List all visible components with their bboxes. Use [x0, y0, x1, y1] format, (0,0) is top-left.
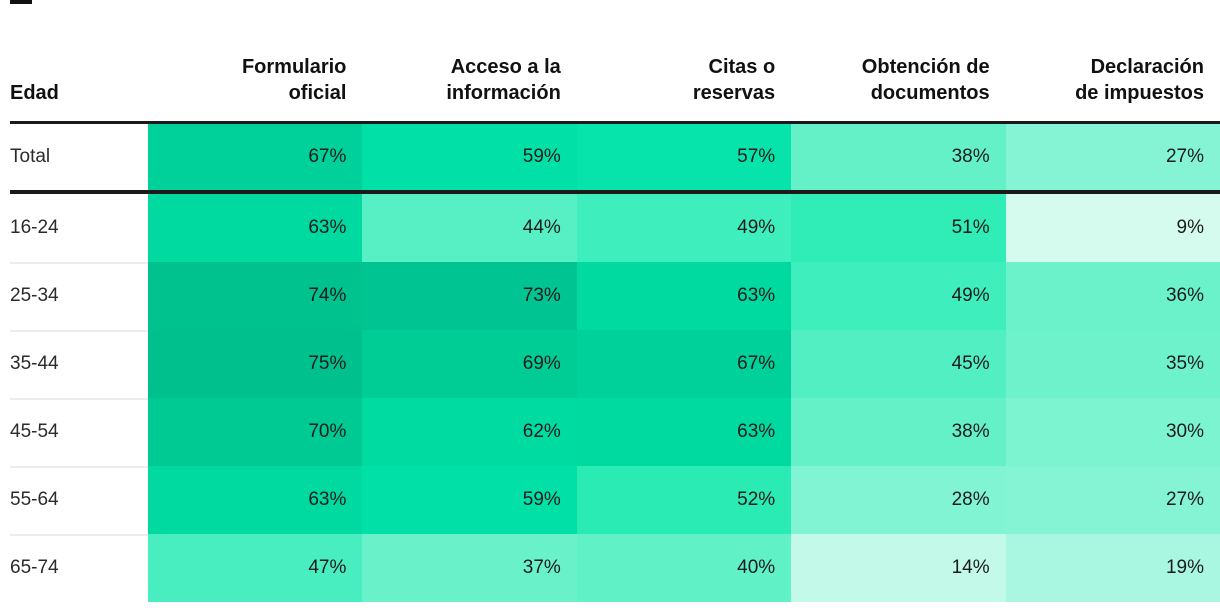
- row-label: Total: [10, 124, 148, 190]
- table-row-25-34: 25-34 74% 73% 63% 49% 36%: [10, 262, 1220, 330]
- table-row-total: Total 67% 59% 57% 38% 27%: [10, 124, 1220, 190]
- heatmap-cell: 75%: [148, 330, 363, 398]
- heatmap-cell: 49%: [576, 194, 792, 262]
- column-header-acceso-informacion: Acceso a la información: [446, 56, 561, 104]
- table-row-35-44: 35-44 75% 69% 67% 45% 35%: [10, 330, 1220, 398]
- heatmap-cell: 9%: [1005, 194, 1220, 262]
- heatmap-cell: 63%: [148, 466, 363, 534]
- heatmap-cell: 19%: [1005, 534, 1220, 602]
- heatmap-cell: 38%: [791, 398, 1006, 466]
- table-body: Total 67% 59% 57% 38% 27% 16-24 63% 44% 49% 51% 9% 2…: [10, 124, 1220, 602]
- row-label: 35-44: [10, 330, 148, 398]
- heatmap-cell: 63%: [576, 398, 792, 466]
- heatmap-cell: 67%: [576, 330, 792, 398]
- heatmap-cell: 69%: [362, 330, 577, 398]
- table-row-45-54: 45-54 70% 62% 63% 38% 30%: [10, 398, 1220, 466]
- row-label: 45-54: [10, 398, 148, 466]
- column-header-formulario-oficial: Formulario oficial: [241, 56, 347, 104]
- heatmap-cell: 27%: [1005, 466, 1220, 534]
- row-label: 65-74: [10, 534, 148, 602]
- heatmap-cell: 38%: [791, 124, 1006, 190]
- table-header-row: Edad Formulario oficial Acceso a la info…: [10, 0, 1220, 121]
- heatmap-cell: 28%: [791, 466, 1006, 534]
- heatmap-cell: 47%: [148, 534, 363, 602]
- heatmap-cell: 59%: [362, 466, 577, 534]
- heatmap-table: Edad Formulario oficial Acceso a la info…: [10, 0, 1220, 602]
- heatmap-cell: 63%: [148, 194, 363, 262]
- heatmap-cell: 63%: [576, 262, 792, 330]
- column-header-obtencion-documentos: Obtención de documentos: [861, 56, 990, 104]
- heatmap-cell: 73%: [362, 262, 577, 330]
- row-label: 55-64: [10, 466, 148, 534]
- table-row-65-74: 65-74 47% 37% 40% 14% 19%: [10, 534, 1220, 602]
- heatmap-cell: 59%: [362, 124, 577, 190]
- heatmap-cell: 37%: [362, 534, 577, 602]
- heatmap-cell: 74%: [148, 262, 363, 330]
- heatmap-cell: 70%: [148, 398, 363, 466]
- heatmap-cell: 27%: [1005, 124, 1220, 190]
- heatmap-cell: 62%: [362, 398, 577, 466]
- column-header-citas-reservas: Citas o reservas: [692, 56, 776, 104]
- heatmap-cell: 52%: [576, 466, 792, 534]
- heatmap-cell: 36%: [1005, 262, 1220, 330]
- heatmap-cell: 45%: [791, 330, 1006, 398]
- heatmap-cell: 57%: [576, 124, 792, 190]
- column-header-declaracion-impuestos: Declaración de impuestos: [1075, 56, 1204, 104]
- heatmap-cell: 14%: [791, 534, 1006, 602]
- heatmap-cell: 44%: [362, 194, 577, 262]
- header-divider-rule: [10, 121, 1220, 124]
- heatmap-cell: 49%: [791, 262, 1006, 330]
- column-header-edad: Edad: [10, 82, 59, 104]
- top-left-crop-mark: [10, 0, 32, 4]
- heatmap-cell: 67%: [148, 124, 363, 190]
- total-divider-rule: [10, 190, 1220, 194]
- table-row-16-24: 16-24 63% 44% 49% 51% 9%: [10, 194, 1220, 262]
- heatmap-cell: 51%: [791, 194, 1006, 262]
- table-row-55-64: 55-64 63% 59% 52% 28% 27%: [10, 466, 1220, 534]
- heatmap-cell: 30%: [1005, 398, 1220, 466]
- heatmap-cell: 40%: [576, 534, 792, 602]
- heatmap-cell: 35%: [1005, 330, 1220, 398]
- row-label: 16-24: [10, 194, 148, 262]
- row-label: 25-34: [10, 262, 148, 330]
